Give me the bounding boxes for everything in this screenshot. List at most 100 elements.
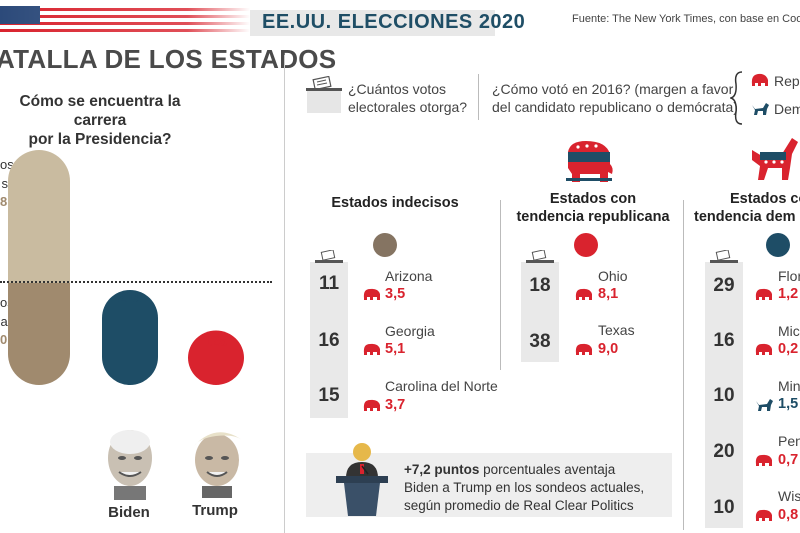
margin-ohio: 8,1 xyxy=(598,286,619,302)
margin-minnesota: 1,5 xyxy=(778,396,799,412)
legend-votes-line1: ¿Cuántos votos xyxy=(348,81,447,97)
legend-donkey-icon xyxy=(752,103,769,115)
upper-value: 8 xyxy=(0,194,8,209)
biden-portrait xyxy=(108,430,152,500)
legend-dem-label: Dem xyxy=(774,101,800,117)
bar-trump xyxy=(188,330,244,385)
legend-brace-icon xyxy=(730,71,743,125)
undecided-color-dot xyxy=(373,233,397,257)
column-separator-2 xyxy=(683,200,684,530)
bar-biden xyxy=(102,289,158,385)
ev-georgia: 16 xyxy=(318,330,340,351)
bar-value-biden: 218 xyxy=(117,289,143,306)
state-name-north-carolina: Carolina del Norte xyxy=(385,378,498,394)
margin-elephant-icon xyxy=(755,343,772,355)
state-name-texas: Texas xyxy=(598,322,635,338)
democratic-ev-strip xyxy=(705,262,743,528)
state-name-michigan: Mich xyxy=(778,323,800,339)
legend-rep-label: Rep xyxy=(774,73,800,89)
legend-separator xyxy=(478,74,479,120)
ev-pennsylvania: 20 xyxy=(713,441,735,462)
source-note: Fuente: The New York Times, con base en … xyxy=(572,13,800,25)
margin-donkey-icon xyxy=(756,399,773,411)
legend-2016-line1: ¿Cómo votó en 2016? (margen a favor xyxy=(492,81,734,97)
republican-ev-strip xyxy=(521,262,559,362)
us-flag-banner xyxy=(0,6,250,36)
ev-michigan: 16 xyxy=(713,330,735,351)
column-separator-1 xyxy=(500,200,501,370)
candidate-name-trump: Trump xyxy=(192,502,238,519)
margin-elephant-icon xyxy=(575,288,592,300)
state-name-georgia: Georgia xyxy=(385,323,435,339)
section-democratic-heading: Estados co tendencia dem xyxy=(694,190,800,226)
ev-ohio: 18 xyxy=(529,275,551,296)
state-name-minnesota: Minn xyxy=(778,378,800,394)
ballot-box-icon xyxy=(306,76,342,113)
lower-label-2: ar xyxy=(0,314,12,329)
page-title: EE.UU. ELECCIONES 2020 xyxy=(262,11,526,33)
tan-pill-upper xyxy=(8,150,70,283)
panel-divider xyxy=(284,55,285,533)
legend-votes-line2: electorales otorga? xyxy=(348,99,468,115)
margin-elephant-icon xyxy=(363,399,380,411)
poll-note-bold: +7,2 puntos xyxy=(404,462,480,477)
section-republican-heading-line2: tendencia republicana xyxy=(516,209,670,225)
margin-elephant-icon xyxy=(755,454,772,466)
majority-dotted-line xyxy=(0,281,272,283)
section-title: ATALLA DE LOS ESTADOS xyxy=(0,44,337,74)
undecided-ev-strip xyxy=(310,262,348,418)
race-question-line1: Cómo se encuentra la carrera xyxy=(19,93,181,129)
lower-value: 0 xyxy=(0,332,8,347)
margin-north-carolina: 3,7 xyxy=(385,397,406,413)
candidate-name-biden: Biden xyxy=(108,504,150,521)
margin-arizona: 3,5 xyxy=(385,286,406,302)
margin-pennsylvania: 0,7 xyxy=(778,452,799,468)
ev-florida: 29 xyxy=(713,275,735,296)
bar-value-trump: 125 xyxy=(202,333,228,350)
undecided-ballot-icon xyxy=(315,250,343,263)
state-name-arizona: Arizona xyxy=(385,268,433,284)
poll-note-line1: +7,2 puntos porcentuales aventaja xyxy=(404,461,644,479)
margin-georgia: 5,1 xyxy=(385,341,406,357)
margin-michigan: 0,2 xyxy=(778,341,799,357)
section-republican-heading: Estados con tendencia republicana xyxy=(508,190,678,226)
legend-elephant-icon xyxy=(751,73,768,86)
tan-pill-lower xyxy=(8,283,70,385)
margin-elephant-icon xyxy=(363,288,380,300)
republican-color-dot xyxy=(574,233,598,257)
header-bar xyxy=(250,10,495,36)
race-question-line2: por la Presidencia? xyxy=(28,131,172,148)
poll-note-line3: según promedio de Real Clear Politics xyxy=(404,498,634,513)
democratic-ballot-icon xyxy=(710,250,738,263)
legend-2016-question: ¿Cómo votó en 2016? (margen a favor del … xyxy=(492,80,738,116)
poll-note-line2: Biden a Trump en los sondeos actuales, xyxy=(404,480,645,495)
democratic-color-dot xyxy=(766,233,790,257)
podium-speaker-icon xyxy=(336,443,388,516)
legend-2016-line2: del candidato republicano o demócrata) xyxy=(492,99,738,115)
section-republican-heading-line1: Estados con xyxy=(549,191,637,207)
upper-label-2: s xyxy=(1,176,9,191)
republican-ballot-icon xyxy=(526,250,554,263)
section-undecided-heading: Estados indecisos xyxy=(331,195,459,211)
margin-texas: 9,0 xyxy=(598,341,619,357)
trump-portrait xyxy=(194,432,242,498)
ev-north-carolina: 15 xyxy=(318,385,340,406)
margin-florida: 1,2 xyxy=(778,286,799,302)
state-name-wisconsin: Wisc xyxy=(778,488,800,504)
ev-texas: 38 xyxy=(529,331,551,352)
margin-wisconsin: 0,8 xyxy=(778,507,799,523)
margin-elephant-icon xyxy=(575,343,592,355)
poll-note-line1-rest: porcentuales aventaja xyxy=(479,462,616,477)
ev-arizona: 11 xyxy=(318,273,340,294)
ev-minnesota: 10 xyxy=(713,385,735,406)
margin-elephant-icon xyxy=(755,288,772,300)
state-name-florida: Flori xyxy=(778,268,800,284)
legend-votes-question: ¿Cuántos votos electorales otorga? xyxy=(348,80,467,116)
margin-elephant-icon xyxy=(363,343,380,355)
poll-note-text: +7,2 puntos porcentuales aventaja Biden … xyxy=(404,461,644,515)
section-democratic-heading-line2: tendencia dem xyxy=(694,209,796,225)
candidate-bar-chart xyxy=(102,289,244,385)
state-name-pennsylvania: Pen xyxy=(778,433,800,449)
upper-label-1: os xyxy=(0,157,14,172)
tan-pill-bar xyxy=(8,150,70,385)
